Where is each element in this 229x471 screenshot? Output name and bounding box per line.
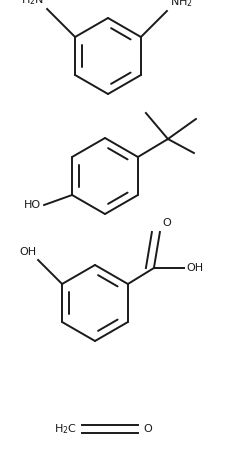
Text: OH: OH — [19, 247, 36, 257]
Text: O: O — [143, 424, 152, 434]
Text: O: O — [162, 218, 171, 228]
Text: $\mathsf{H_2C}$: $\mathsf{H_2C}$ — [54, 422, 77, 436]
Text: $\mathsf{NH_2}$: $\mathsf{NH_2}$ — [170, 0, 193, 9]
Text: OH: OH — [186, 263, 203, 273]
Text: $\mathsf{H_2N}$: $\mathsf{H_2N}$ — [21, 0, 44, 7]
Text: HO: HO — [24, 200, 41, 210]
